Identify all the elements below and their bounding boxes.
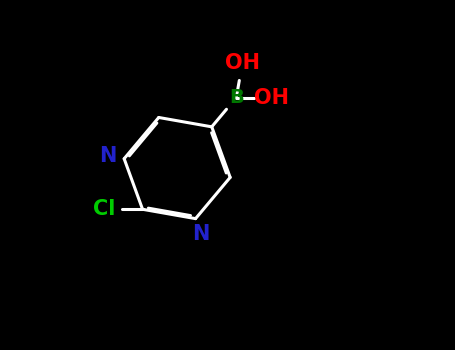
Text: B: B: [229, 88, 244, 107]
Text: OH: OH: [253, 88, 288, 107]
Text: OH: OH: [225, 53, 260, 74]
Text: N: N: [192, 224, 210, 244]
Text: N: N: [100, 146, 117, 166]
Text: Cl: Cl: [93, 199, 116, 219]
